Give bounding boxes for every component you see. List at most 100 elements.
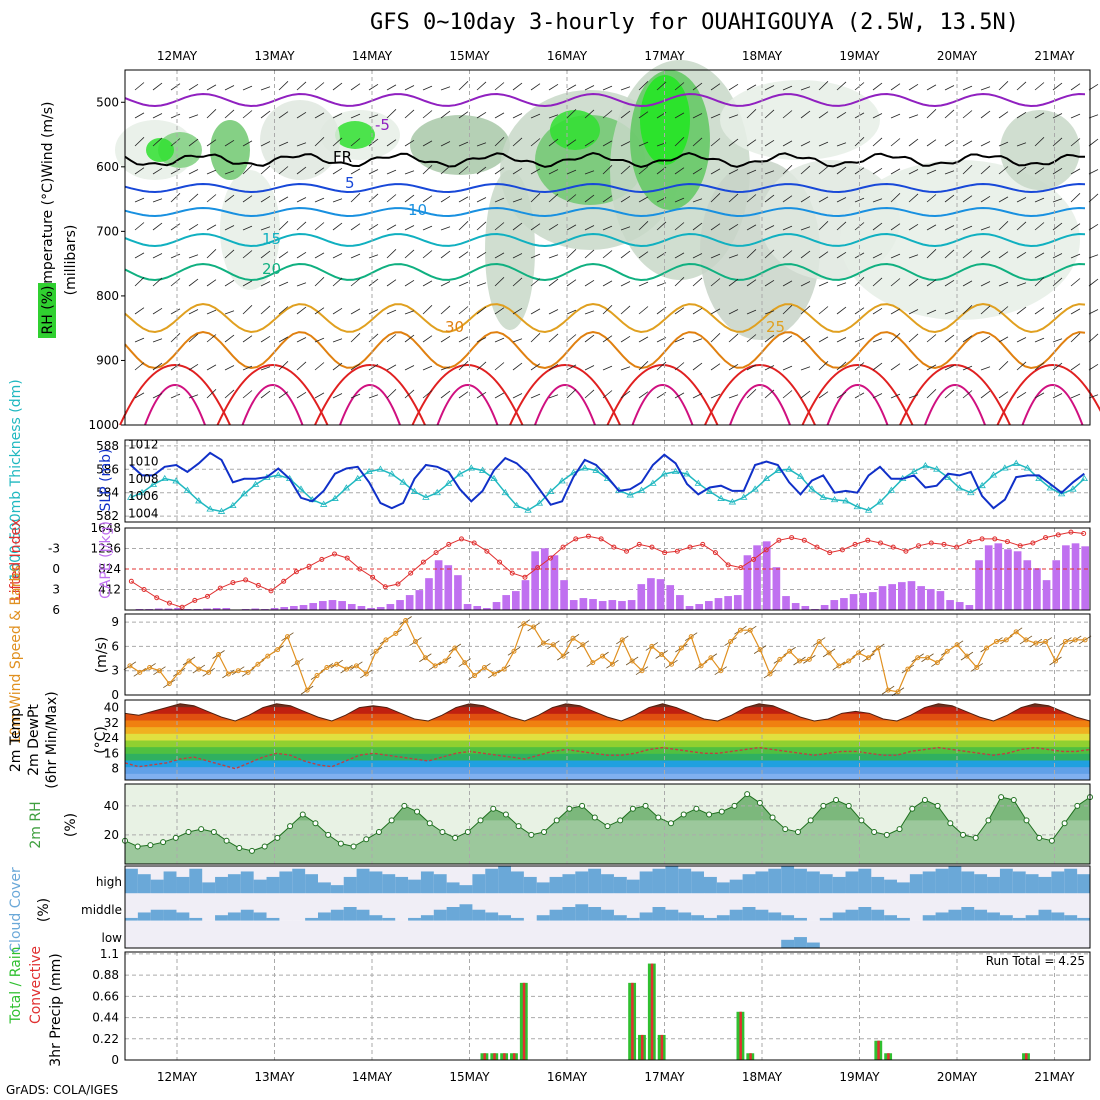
contour-label: 10	[408, 201, 427, 219]
cloud-cell	[845, 871, 859, 894]
wind-barb	[584, 194, 595, 203]
thickness-label: 1000-500mb Thickness (dm)	[8, 379, 24, 580]
temp-unit-label: (°C)	[93, 726, 109, 754]
wind-barb	[638, 306, 649, 315]
cloud-cell	[588, 868, 602, 894]
wind-barb	[314, 392, 325, 399]
wind-barb	[134, 392, 145, 399]
rh-point	[210, 829, 217, 835]
rh-point	[566, 805, 573, 812]
lifted-point	[852, 541, 858, 547]
precip-label-total: Total / Rain	[8, 946, 24, 1024]
wind-point	[974, 664, 980, 670]
rh-region	[485, 170, 535, 330]
wind-barb	[1052, 113, 1063, 119]
wind-barb	[134, 362, 145, 371]
wind-barb	[890, 193, 901, 203]
wind-barb	[206, 364, 217, 371]
thickness-slp-frame	[124, 439, 1091, 523]
cloud-cell	[1064, 868, 1078, 894]
wind-barb	[134, 82, 145, 91]
cloud-cell	[948, 866, 962, 894]
wind-barb	[800, 366, 811, 371]
rh-point	[921, 797, 928, 803]
wind-barb	[584, 85, 595, 91]
wind-barb	[584, 249, 595, 259]
wind-barb	[944, 170, 955, 175]
rh-point	[833, 797, 840, 803]
cape-bar	[907, 581, 916, 610]
wind-barb	[890, 393, 901, 399]
wind-barb	[530, 278, 541, 287]
wind-barb	[260, 281, 271, 287]
wind-barb	[638, 361, 649, 371]
wind-barb	[440, 250, 451, 259]
wind-barb	[908, 138, 919, 147]
cloud-empty	[716, 920, 731, 948]
cloud-empty	[613, 893, 628, 921]
wind-barb	[152, 393, 163, 399]
wind-barb	[728, 169, 739, 175]
wind-barb	[404, 170, 415, 175]
wind-barb	[782, 85, 793, 91]
y-tick-label: 6	[111, 639, 119, 653]
y-tick-label: 584	[96, 486, 119, 500]
wind-barb	[818, 391, 829, 399]
cloud-empty	[163, 920, 177, 948]
cape-bar	[705, 601, 713, 610]
cloud-low-label: low	[102, 931, 123, 945]
wind-barb	[1052, 277, 1063, 287]
rh-point	[160, 839, 167, 846]
cloud-cell	[922, 871, 937, 894]
cloud-cell	[781, 915, 795, 921]
wind-barb	[152, 362, 163, 371]
rh-point	[858, 817, 865, 824]
wind-point	[728, 639, 734, 645]
wind-barb	[206, 309, 217, 315]
wind-barb	[296, 111, 307, 119]
rh-point	[528, 831, 535, 838]
cloud-cell	[433, 874, 448, 894]
warm-contour	[216, 364, 329, 426]
cloud-empty	[536, 893, 551, 921]
rh-point	[236, 845, 243, 851]
wind-barb	[170, 253, 181, 259]
wind-barb	[332, 362, 343, 371]
temperature-contour	[124, 330, 1086, 370]
cloud-cell	[575, 871, 589, 894]
wind-barb	[134, 277, 145, 287]
temp-band	[125, 746, 1090, 754]
cloud-cell	[845, 909, 859, 921]
wind-barb	[548, 278, 559, 287]
wind-barb	[710, 193, 721, 203]
wind-barb	[332, 307, 343, 315]
cloud-cell	[511, 917, 525, 921]
cloud-empty	[253, 920, 268, 948]
slp-tick-label: 1008	[128, 472, 159, 486]
temp-tick-label: 16	[104, 746, 119, 760]
wind-barb	[170, 113, 181, 119]
cloud-empty	[575, 920, 589, 948]
wind-barb	[440, 195, 451, 203]
wind-barb	[152, 307, 163, 315]
temp-label-b: 2m DewPt	[26, 704, 42, 776]
rh-point	[325, 831, 332, 838]
cape-bar	[695, 604, 703, 610]
rh-point	[553, 817, 560, 824]
wind-barb	[926, 224, 937, 231]
wind-barb	[854, 197, 865, 203]
cape-bar	[598, 601, 607, 610]
cape-bar	[338, 601, 346, 610]
date-label-top: 13MAY	[254, 49, 295, 63]
wind-barb	[674, 392, 685, 399]
wind-frame	[124, 613, 1091, 696]
wind-barb	[584, 365, 595, 371]
wind-barb	[242, 140, 253, 147]
wind-point	[176, 669, 182, 675]
cloud-empty	[382, 920, 396, 948]
wind-barb	[242, 85, 253, 91]
rh-point	[223, 837, 230, 844]
wind-barb	[800, 165, 811, 175]
wind-barb	[188, 138, 199, 147]
wind-barb	[1016, 337, 1027, 343]
